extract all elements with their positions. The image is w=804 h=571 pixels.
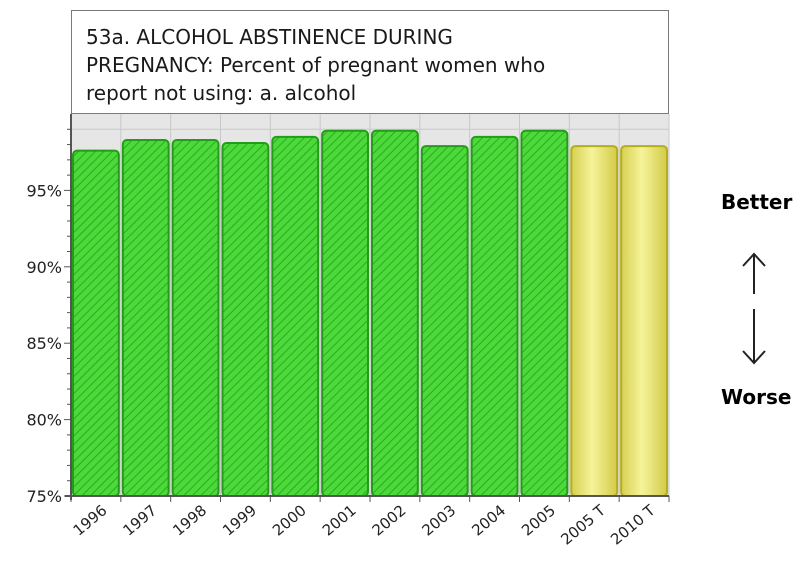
bar bbox=[121, 138, 170, 497]
worse-label: Worse bbox=[721, 385, 792, 409]
bar bbox=[321, 129, 369, 497]
bar bbox=[520, 129, 569, 497]
x-tick-label: 2005 T bbox=[557, 501, 609, 549]
x-tick-label: 1999 bbox=[219, 501, 260, 539]
bar-target bbox=[620, 145, 669, 497]
x-tick-label: 2003 bbox=[418, 501, 459, 539]
bar bbox=[271, 135, 320, 497]
x-tick-label: 1997 bbox=[119, 501, 160, 539]
chart-title-line: PREGNANCY: Percent of pregnant women who bbox=[86, 53, 546, 77]
better-label: Better bbox=[721, 190, 793, 214]
bar bbox=[470, 135, 519, 497]
bar bbox=[420, 145, 469, 497]
bar-target bbox=[570, 145, 619, 497]
x-tick-label: 2002 bbox=[369, 501, 410, 539]
x-tick-label: 1998 bbox=[169, 501, 210, 539]
gridlines bbox=[70, 114, 670, 496]
chart-title-line: report not using: a. alcohol bbox=[86, 81, 357, 105]
x-tick-label: 2010 T bbox=[607, 501, 659, 549]
chart-title: 53a. ALCOHOL ABSTINENCE DURING PREGNANCY… bbox=[71, 10, 669, 114]
bar bbox=[171, 138, 220, 497]
y-tick-label: 80% bbox=[26, 411, 62, 430]
x-tick-labels: 1996 1997 1998 1999 2000 2001 2002 2003 2004 2005… bbox=[70, 501, 660, 549]
y-tick-labels: 75% 80% 85% 90% 95% bbox=[26, 181, 62, 506]
y-tick-label: 90% bbox=[26, 258, 62, 277]
down-arrow-icon bbox=[742, 309, 766, 365]
x-tick-label: 1996 bbox=[70, 501, 111, 539]
x-tick-label: 2001 bbox=[319, 501, 360, 539]
bar bbox=[371, 129, 419, 497]
bar bbox=[221, 142, 270, 497]
x-tick-label: 2000 bbox=[269, 501, 310, 539]
x-tick-label: 2004 bbox=[468, 501, 509, 539]
up-arrow-icon bbox=[742, 252, 766, 294]
y-tick-label: 95% bbox=[26, 181, 62, 200]
y-tick-label: 85% bbox=[26, 334, 62, 353]
y-tick-label: 75% bbox=[26, 487, 62, 506]
axes bbox=[64, 114, 670, 502]
bar bbox=[72, 149, 120, 497]
chart-title-line: 53a. ALCOHOL ABSTINENCE DURING bbox=[86, 25, 453, 49]
x-tick-label: 2005 bbox=[518, 501, 559, 539]
